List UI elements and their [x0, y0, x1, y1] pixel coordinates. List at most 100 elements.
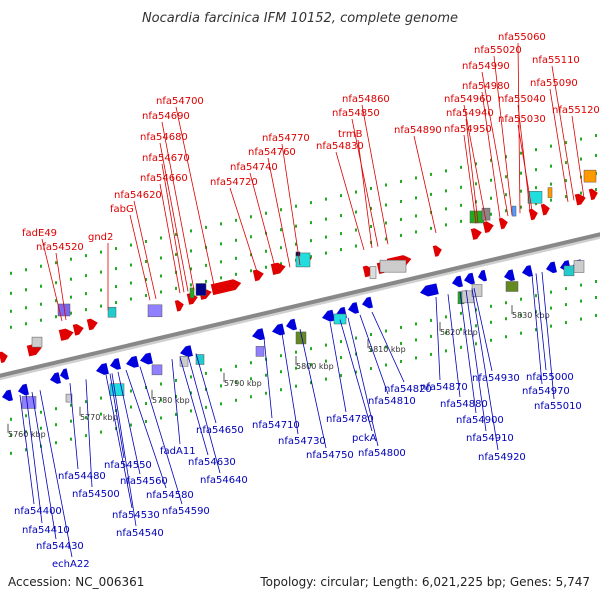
leader-line-top [161, 163, 185, 293]
track-dot [520, 205, 522, 209]
gene-label-top: nfa54620 [114, 190, 162, 201]
track-dot [325, 359, 327, 363]
track-dot [400, 341, 402, 345]
track-dot [400, 359, 402, 363]
track-dot [565, 321, 567, 325]
leader-line-bottom [31, 392, 57, 540]
gene-label-bottom: nfa54880 [440, 399, 488, 410]
leader-line-top [281, 143, 301, 266]
track-dot [100, 396, 102, 400]
track-dot [370, 367, 372, 371]
gene-label-top: nfa54720 [210, 177, 258, 188]
reverse-gene-arrow [420, 283, 439, 297]
track-dot [505, 301, 507, 305]
track-dot [115, 427, 117, 431]
gene-label-top: nfa54830 [316, 141, 364, 152]
leader-line-bottom [465, 289, 487, 432]
gene-label-bottom: nfa54870 [420, 382, 468, 393]
leader-line-bottom [179, 357, 209, 456]
track-dot [460, 311, 462, 315]
map-title: Nocardia farcinica IFM 10152, complete g… [142, 11, 458, 26]
track-dot [400, 217, 402, 221]
gene-label-bottom: nfa54410 [22, 525, 70, 536]
feature-box [471, 284, 483, 297]
track-dot [115, 247, 117, 251]
track-dot [565, 303, 567, 307]
track-dot [175, 378, 177, 382]
track-dot [370, 225, 372, 229]
leader-line-top [517, 104, 531, 211]
track-dot [115, 285, 117, 289]
feature-box [547, 187, 553, 198]
track-dot [280, 228, 282, 232]
track-dot [580, 191, 582, 195]
forward-gene-arrow [432, 245, 442, 257]
leader-line-bottom [435, 296, 441, 381]
feature-box [563, 265, 575, 277]
track-dot [55, 315, 57, 319]
track-dot [415, 214, 417, 218]
track-dot [70, 295, 72, 299]
reverse-gene-arrow [110, 358, 121, 370]
track-dot [490, 196, 492, 200]
track-dot [490, 338, 492, 342]
track-dot [40, 426, 42, 430]
track-dot [310, 221, 312, 225]
track-dot [295, 242, 297, 246]
leader-line-bottom [531, 274, 543, 385]
track-dot [415, 356, 417, 360]
feature-box [21, 396, 37, 409]
track-dot [265, 391, 267, 395]
track-dot [85, 254, 87, 258]
leader-line-top [465, 118, 479, 224]
track-dot [550, 290, 552, 294]
leader-line-bottom [281, 333, 299, 435]
reverse-gene-arrow [50, 372, 61, 384]
track-dot [355, 370, 357, 374]
track-dot [325, 343, 327, 347]
track-dot [205, 263, 207, 267]
leader-line-top [41, 238, 63, 322]
leader-line-bottom [117, 371, 141, 475]
feature-box [31, 336, 43, 348]
track-dot [370, 187, 372, 191]
leader-line-bottom [459, 291, 477, 414]
track-dot [295, 384, 297, 388]
leader-line-bottom [25, 393, 43, 524]
leader-line-top [229, 187, 259, 276]
track-dot [415, 230, 417, 234]
leader-line-bottom [111, 373, 137, 527]
leader-line-top [129, 214, 151, 301]
gene-label-bottom: nfa54750 [306, 450, 354, 461]
track-dot [235, 272, 237, 276]
gene-label-bottom: nfa54780 [326, 414, 374, 425]
reverse-gene-arrow [60, 368, 70, 380]
reverse-gene-arrow [362, 296, 373, 309]
gene-label-bottom: nfa54800 [358, 448, 406, 459]
track-dot [25, 306, 27, 310]
track-dot [580, 283, 582, 287]
gene-label-bottom: nfa55010 [534, 401, 582, 412]
track-dot [55, 281, 57, 285]
track-dot [415, 176, 417, 180]
track-dot [70, 277, 72, 281]
track-dot [205, 405, 207, 409]
track-dot [220, 384, 222, 388]
gene-label-top: gnd2 [88, 232, 113, 243]
track-dot [100, 288, 102, 292]
track-dot [175, 412, 177, 416]
track-dot [160, 382, 162, 386]
gene-label-bottom: fadA11 [160, 446, 196, 457]
track-dot [460, 203, 462, 207]
leader-line-top [571, 115, 585, 199]
gene-label-top: nfa54660 [140, 173, 188, 184]
track-dot [70, 419, 72, 423]
reverse-gene-arrow [140, 352, 153, 365]
track-dot [10, 451, 12, 455]
gene-label-bottom: nfa54930 [472, 373, 520, 384]
track-dot [310, 255, 312, 259]
leader-line-bottom [125, 369, 167, 489]
track-dot [430, 334, 432, 338]
leader-line-bottom [471, 288, 499, 451]
track-dot [475, 308, 477, 312]
